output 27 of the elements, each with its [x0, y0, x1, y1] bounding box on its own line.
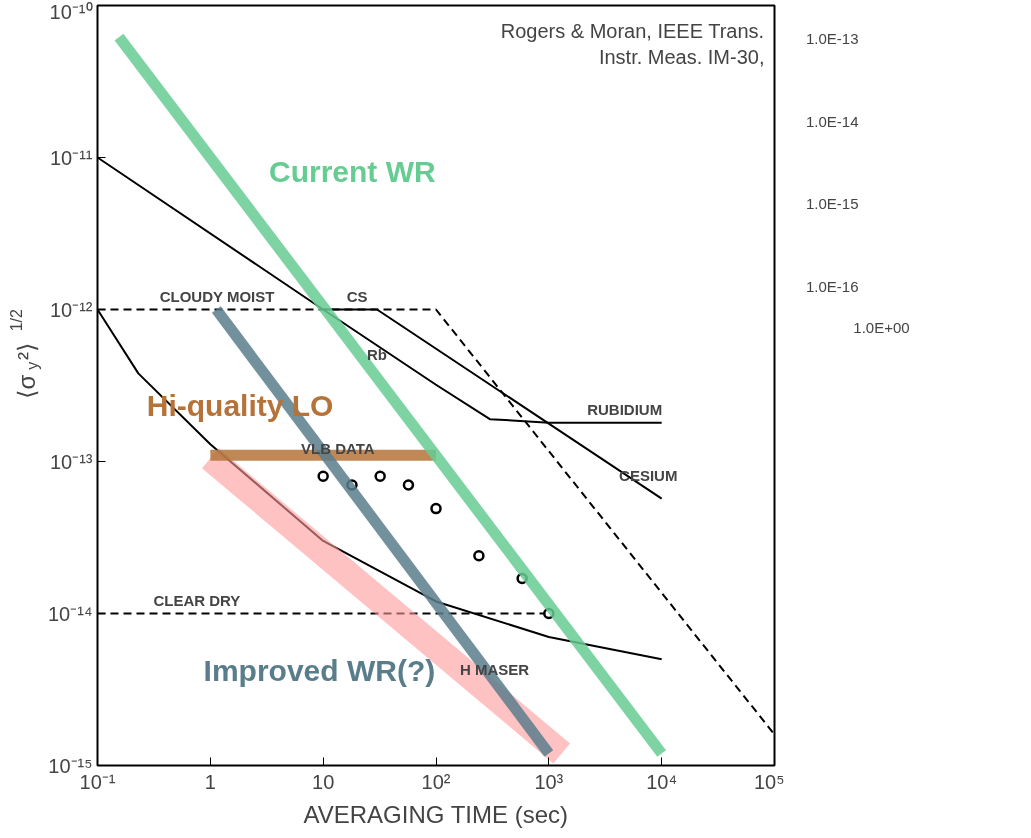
x-tick-label: 10⁴: [646, 770, 678, 793]
x-tick-label: 10: [312, 770, 335, 793]
y-axis-title: ⟨σy²⟩1/2: [8, 308, 41, 399]
text: 1.0E-14: [805, 112, 859, 130]
annotation: CS: [346, 287, 368, 305]
x-tick-label: 10³: [534, 770, 564, 793]
annotation: CLEAR DRY: [153, 591, 241, 609]
text: 1.0E-13: [805, 30, 859, 47]
y-tick-label: 10⁻¹⁰: [49, 0, 93, 23]
x-tick-label: 10⁻¹: [79, 770, 116, 793]
annotation: RUBIDIUM: [587, 400, 663, 418]
series-label: Current WR: [269, 155, 436, 189]
text: 1.0E-16: [805, 277, 859, 295]
x-tick-label: 10⁵: [753, 770, 785, 793]
text: 1.0E-15: [805, 195, 859, 212]
y-tick-label: 10⁻¹²: [49, 298, 93, 321]
x-axis-title: AVERAGING TIME (sec): [303, 800, 569, 828]
x-tick-label: 1: [204, 770, 216, 793]
y-tick-label: 10⁻¹³: [49, 450, 93, 473]
annotation: Rogers & Moran, IEEE Trans. Instr. Meas. IM-30,: [500, 19, 765, 68]
x-tick-label: 10²: [421, 770, 451, 793]
y-tick-label: 10⁻¹⁴: [48, 602, 93, 625]
series-label: Improved WR(?): [203, 654, 436, 688]
text: 1.0E+00: [853, 319, 910, 336]
y-tick-label: 10⁻¹¹: [49, 146, 93, 169]
annotation: Rb: [367, 346, 387, 364]
annotation: CLOUDY MOIST: [159, 287, 275, 305]
